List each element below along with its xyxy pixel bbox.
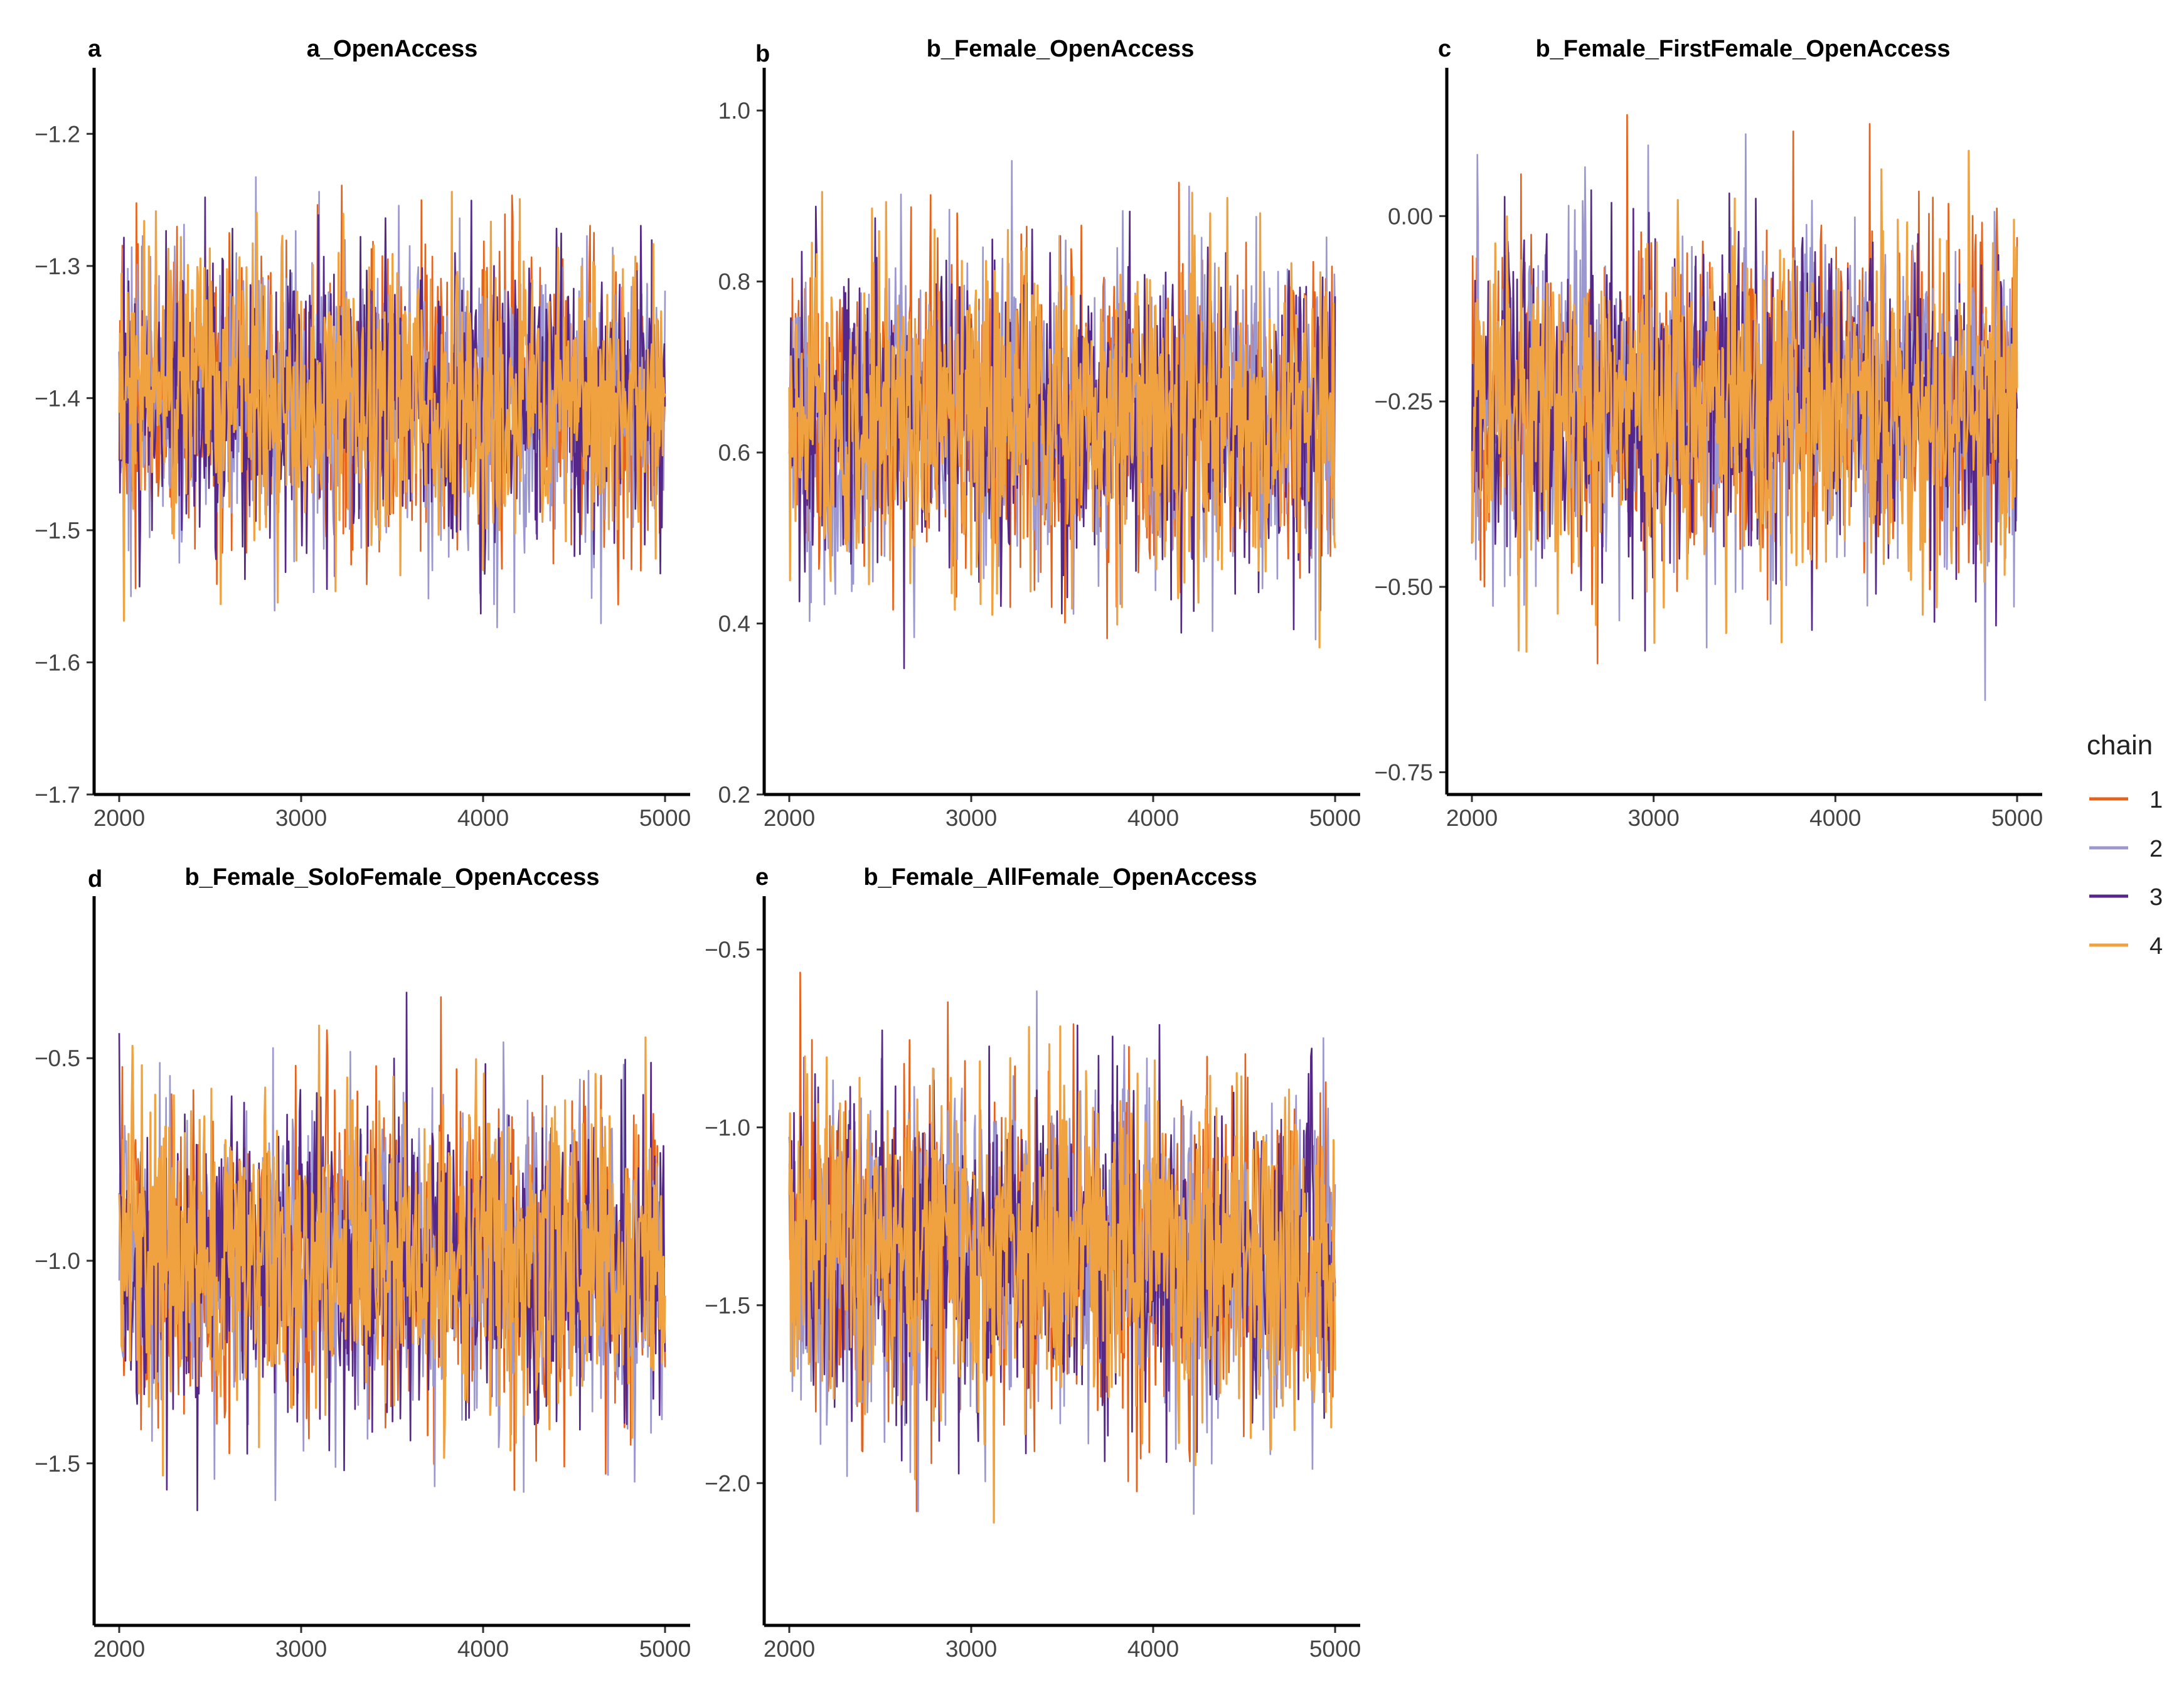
x-axis-ticks: 2000 3000 4000 5000 [93, 794, 691, 831]
panel-c: c b_Female_FirstFemale_OpenAccess −0.75−… [1374, 36, 2043, 831]
y-tick-label: 0.4 [718, 611, 750, 637]
y-tick-label: −1.0 [705, 1115, 750, 1140]
y-axis-ticks: −2.0 −1.5 −1.0 −0.5 [705, 937, 764, 1496]
trace-lines [788, 971, 1336, 1524]
panel-d: d b_Female_SoloFemale_OpenAccess −1.5−1.… [35, 864, 691, 1662]
x-axis-ticks: 2000 3000 4000 5000 [93, 1625, 691, 1662]
y-tick-label: 1.0 [718, 98, 750, 124]
trace-chain-4 [788, 1025, 1336, 1524]
x-tick-label: 3000 [946, 1636, 997, 1662]
y-tick-label: −1.6 [35, 650, 80, 675]
x-tick-label: 3000 [1628, 805, 1680, 831]
trace-lines [118, 992, 666, 1511]
y-tick-label: −1.0 [35, 1248, 80, 1274]
x-tick-label: 3000 [946, 805, 997, 831]
y-tick-label: 0.00 [1388, 203, 1433, 229]
trace-lines [1471, 114, 2018, 701]
panel-b: b b_Female_OpenAccess 0.2 0.4 0.6 0.8 1.0 20… [718, 36, 1361, 831]
panel-letter: c [1438, 36, 1451, 62]
x-tick-label: 2000 [93, 805, 145, 831]
x-tick-label: 4000 [457, 805, 509, 831]
y-tick-label: −0.50 [1374, 574, 1433, 600]
x-axis-ticks: 2000 3000 4000 5000 [1446, 794, 2043, 831]
x-tick-label: 5000 [639, 805, 691, 831]
trace-chain-4 [788, 191, 1336, 649]
legend-entry: 2 [2089, 836, 2163, 862]
x-tick-label: 5000 [1309, 805, 1361, 831]
trace-lines [118, 176, 666, 629]
y-tick-label: −1.2 [35, 121, 80, 147]
legend-entry: 3 [2089, 884, 2163, 911]
panel-title: b_Female_OpenAccess [927, 36, 1195, 62]
x-tick-label: 4000 [1809, 805, 1861, 831]
trace-chain-4 [118, 1024, 666, 1477]
x-tick-label: 2000 [1446, 805, 1498, 831]
y-axis-ticks: −1.5 −1.0 −0.5 [35, 1046, 94, 1477]
panel-a: a a_OpenAccess −1.7−1.6−1.5−1.4−1.3−1.2 … [35, 36, 691, 831]
legend-label: 2 [2149, 836, 2163, 862]
legend-label: 3 [2149, 884, 2163, 911]
y-tick-label: −1.5 [35, 1451, 80, 1477]
y-tick-label: −1.7 [35, 782, 80, 808]
legend-label: 1 [2149, 787, 2163, 813]
y-tick-label: −1.4 [35, 385, 80, 411]
x-tick-label: 2000 [764, 1636, 815, 1662]
panel-title: b_Female_SoloFemale_OpenAccess [184, 864, 599, 891]
y-axis-ticks: −0.75 −0.50 −0.25 0.00 [1374, 203, 1447, 786]
y-tick-label: −0.5 [35, 1046, 80, 1071]
x-axis-ticks: 2000 3000 4000 5000 [764, 1625, 1361, 1662]
legend-label: 4 [2149, 933, 2163, 960]
y-tick-label: −1.3 [35, 254, 80, 279]
x-tick-label: 2000 [93, 1636, 145, 1662]
x-tick-label: 4000 [457, 1636, 509, 1662]
panel-letter: a [88, 36, 102, 62]
x-tick-label: 3000 [275, 1636, 327, 1662]
x-axis-ticks: 2000 3000 4000 5000 [764, 794, 1361, 831]
y-tick-label: −0.25 [1374, 389, 1433, 415]
legend-title: chain [2087, 730, 2153, 761]
y-tick-label: −0.75 [1374, 760, 1433, 786]
y-tick-label: 0.8 [718, 269, 750, 295]
legend-entry: 1 [2089, 787, 2163, 813]
y-tick-label: 0.2 [718, 782, 750, 808]
trace-lines [788, 159, 1336, 670]
panel-title: a_OpenAccess [307, 36, 478, 62]
panel-title: b_Female_AllFemale_OpenAccess [863, 864, 1257, 891]
legend-entry: 4 [2089, 933, 2163, 960]
legend: chain 1 2 3 4 [2087, 730, 2163, 960]
panel-title: b_Female_FirstFemale_OpenAccess [1535, 36, 1950, 62]
trace-chain-4 [118, 191, 666, 622]
x-tick-label: 4000 [1127, 805, 1179, 831]
panel-e: e b_Female_AllFemale_OpenAccess −2.0 −1.5… [705, 864, 1361, 1662]
y-axis-ticks: 0.2 0.4 0.6 0.8 1.0 [718, 98, 764, 808]
y-tick-label: −0.5 [705, 937, 750, 963]
y-axis-ticks: −1.7 −1.6 −1.5 −1.4 −1.3 −1.2 [35, 121, 94, 808]
trace-chain-4 [1471, 149, 2018, 653]
y-tick-label: −1.5 [35, 518, 80, 543]
x-tick-label: 5000 [639, 1636, 691, 1662]
panel-letter: d [88, 866, 102, 892]
y-tick-label: −1.5 [705, 1293, 750, 1319]
y-tick-label: −2.0 [705, 1470, 750, 1496]
y-tick-label: 0.6 [718, 440, 750, 466]
x-tick-label: 5000 [1991, 805, 2043, 831]
x-tick-label: 3000 [275, 805, 327, 831]
x-tick-label: 2000 [764, 805, 815, 831]
panel-letter: e [755, 864, 769, 891]
x-tick-label: 5000 [1309, 1636, 1361, 1662]
x-tick-label: 4000 [1127, 1636, 1179, 1662]
panel-letter: b [755, 41, 770, 67]
